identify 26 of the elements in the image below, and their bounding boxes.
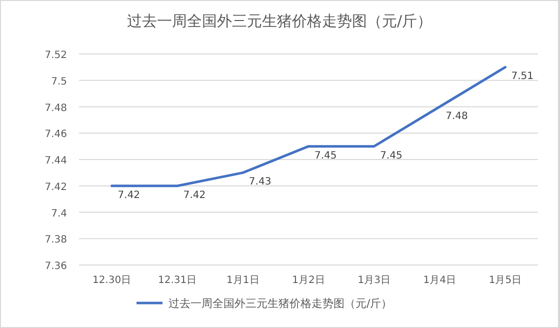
- data-label: 7.42: [118, 190, 140, 201]
- title: 过去一周全国外三元生猪价格走势图（元/斤）: [126, 12, 432, 30]
- legend-label: 过去一周全国外三元生猪价格走势图（元/斤）: [168, 297, 392, 310]
- x-tick-label: 1月5日: [488, 275, 522, 286]
- line-series: [110, 66, 506, 188]
- data-label: 7.43: [248, 176, 272, 188]
- x-tick-label: 1月3日: [358, 275, 390, 286]
- y-tick-label: 7.46: [44, 129, 67, 140]
- x-tick-label: 1月1日: [226, 275, 260, 286]
- data-label: 7.51: [511, 71, 534, 82]
- data-label: 7.42: [183, 190, 206, 201]
- y-tick-label: 7.42: [44, 182, 67, 193]
- data-label: 7.48: [446, 110, 468, 122]
- y-tick-label: 7.38: [44, 234, 67, 246]
- y-tick-label: 7.48: [44, 102, 67, 114]
- y-tick-label: 7.52: [44, 50, 67, 61]
- data-label: 7.45: [380, 150, 402, 162]
- y-tick-label: 7.44: [44, 156, 67, 166]
- x-tick-label: 12.30日: [92, 275, 132, 286]
- y-tick-label: 7.4: [51, 208, 67, 220]
- data-label: 7.45: [314, 150, 337, 162]
- x-tick-label: 1月2日: [292, 275, 325, 286]
- x-tick-label: 1月4日: [423, 275, 456, 286]
- y-tick-label: 7.36: [44, 261, 67, 272]
- x-tick-label: 12.31日: [158, 275, 197, 286]
- y-tick-label: 7.5: [51, 76, 67, 88]
